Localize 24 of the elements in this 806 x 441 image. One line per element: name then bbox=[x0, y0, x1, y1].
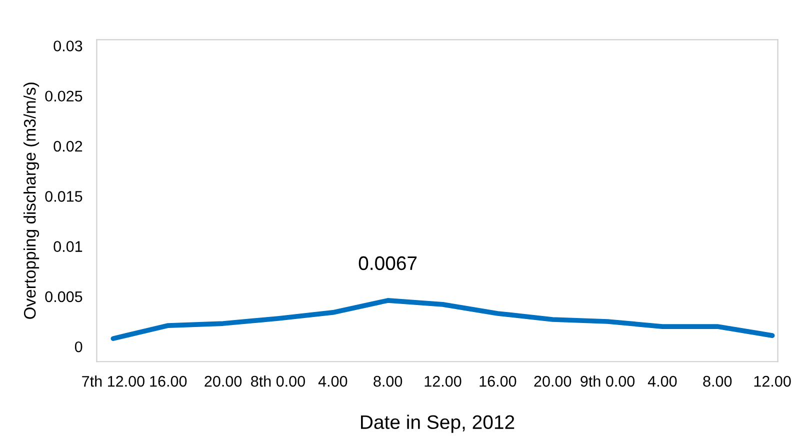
line-series bbox=[110, 298, 775, 341]
y-tick-label: 0.03 bbox=[54, 40, 82, 52]
x-tick-label: 4.00 bbox=[648, 376, 677, 387]
y-tick-label: 0.015 bbox=[45, 191, 82, 202]
y-tick-label: 0.025 bbox=[45, 90, 82, 102]
x-tick-label: 8.00 bbox=[703, 376, 732, 387]
x-tick-label: 20.00 bbox=[204, 376, 242, 387]
x-tick-label: 20.00 bbox=[534, 376, 572, 387]
x-axis-title: Date in Sep, 2012 bbox=[361, 414, 514, 433]
x-tick-label: 7th 12.00 bbox=[82, 376, 144, 387]
x-tick-label: 8th 0.00 bbox=[251, 376, 305, 387]
x-tick-label: 12.00 bbox=[424, 376, 462, 387]
annotation: 0.0067 bbox=[358, 256, 417, 270]
x-tick-label: 16.00 bbox=[480, 376, 516, 387]
y-tick-label: 0.02 bbox=[54, 140, 82, 152]
x-tick-label: 4.00 bbox=[318, 376, 348, 387]
x-tick-label: 16.00 bbox=[150, 376, 187, 387]
y-tick-label: 0 bbox=[74, 341, 82, 352]
y-tick-label: 0.005 bbox=[45, 291, 82, 302]
x-tick-label: 12.00 bbox=[754, 376, 791, 387]
y-axis-title: Overtopping discharge (m3/m/s) bbox=[24, 82, 40, 319]
x-tick-label: 8.00 bbox=[374, 376, 402, 387]
x-tick-label: 9th 0.00 bbox=[580, 376, 635, 387]
y-tick-label: 0.01 bbox=[54, 241, 82, 252]
